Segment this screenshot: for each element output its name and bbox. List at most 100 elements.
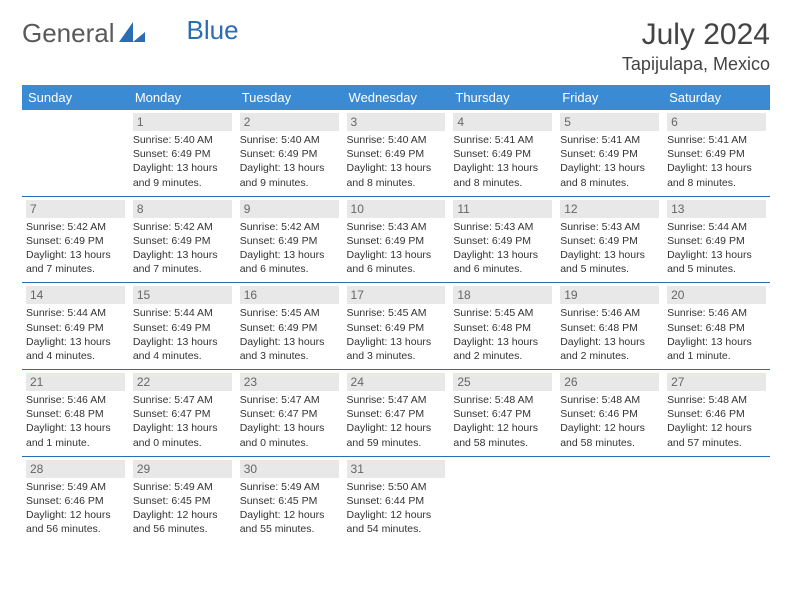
daylight-text: Daylight: 13 hours and 5 minutes. [560,248,659,276]
day-info: Sunrise: 5:46 AMSunset: 6:48 PMDaylight:… [26,393,125,450]
day-number: 21 [26,373,125,391]
calendar-cell: 23Sunrise: 5:47 AMSunset: 6:47 PMDayligh… [236,370,343,457]
calendar-cell: 30 Sunrise: 5:49 AMSunset: 6:45 PMDayligh… [236,456,343,542]
sunrise-text: Sunrise: 5:41 AM [560,133,659,147]
calendar-cell: 16Sunrise: 5:45 AMSunset: 6:49 PMDayligh… [236,283,343,370]
calendar-cell: 25Sunrise: 5:48 AMSunset: 6:47 PMDayligh… [449,370,556,457]
sunrise-text: Sunrise: 5:45 AM [240,306,339,320]
day-info: Sunrise: 5:49 AMSunset: 6:45 PMDaylight:… [133,480,232,537]
calendar-cell: 26Sunrise: 5:48 AMSunset: 6:46 PMDayligh… [556,370,663,457]
calendar-cell: 17Sunrise: 5:45 AMSunset: 6:49 PMDayligh… [343,283,450,370]
day-number: 3 [347,113,446,131]
day-info: Sunrise: 5:47 AMSunset: 6:47 PMDaylight:… [133,393,232,450]
sunrise-text: Sunrise: 5:44 AM [667,220,766,234]
daylight-text: Daylight: 13 hours and 7 minutes. [26,248,125,276]
daylight-text: Daylight: 12 hours and 58 minutes. [453,421,552,449]
day-number: 30 [240,460,339,478]
calendar-cell: 8Sunrise: 5:42 AMSunset: 6:49 PMDaylight… [129,196,236,283]
sunrise-text: Sunrise: 5:49 AM [133,480,232,494]
day-number: 28 [26,460,125,478]
sunset-text: Sunset: 6:49 PM [240,147,339,161]
sunset-text: Sunset: 6:45 PM [240,494,339,508]
sunrise-text: Sunrise: 5:40 AM [347,133,446,147]
day-info: Sunrise: 5:41 AMSunset: 6:49 PMDaylight:… [667,133,766,190]
daylight-text: Daylight: 12 hours and 54 minutes. [347,508,446,536]
day-number: 27 [667,373,766,391]
day-info: Sunrise: 5:48 AMSunset: 6:46 PMDaylight:… [667,393,766,450]
sunset-text: Sunset: 6:47 PM [453,407,552,421]
sunrise-text: Sunrise: 5:40 AM [240,133,339,147]
sunrise-text: Sunrise: 5:48 AM [667,393,766,407]
calendar-cell: 21 Sunrise: 5:46 AMSunset: 6:48 PMDayligh… [22,370,129,457]
calendar-cell: 12Sunrise: 5:43 AMSunset: 6:49 PMDayligh… [556,196,663,283]
calendar-cell: 7 Sunrise: 5:42 AMSunset: 6:49 PMDaylight… [22,196,129,283]
daylight-text: Daylight: 12 hours and 56 minutes. [133,508,232,536]
sunset-text: Sunset: 6:49 PM [347,234,446,248]
day-number: 9 [240,200,339,218]
day-number: 10 [347,200,446,218]
daylight-text: Daylight: 13 hours and 0 minutes. [240,421,339,449]
daylight-text: Daylight: 13 hours and 8 minutes. [347,161,446,189]
calendar-cell: 1Sunrise: 5:40 AMSunset: 6:49 PMDaylight… [129,110,236,196]
calendar-cell: 20Sunrise: 5:46 AMSunset: 6:48 PMDayligh… [663,283,770,370]
daylight-text: Daylight: 13 hours and 3 minutes. [240,335,339,363]
daylight-text: Daylight: 12 hours and 55 minutes. [240,508,339,536]
sunset-text: Sunset: 6:49 PM [240,321,339,335]
sunset-text: Sunset: 6:48 PM [560,321,659,335]
title-block: July 2024 Tapijulapa, Mexico [622,18,770,75]
sunrise-text: Sunrise: 5:41 AM [453,133,552,147]
sunset-text: Sunset: 6:46 PM [667,407,766,421]
sunrise-text: Sunrise: 5:47 AM [133,393,232,407]
daylight-text: Daylight: 13 hours and 6 minutes. [453,248,552,276]
sunset-text: Sunset: 6:49 PM [453,234,552,248]
daylight-text: Daylight: 13 hours and 6 minutes. [347,248,446,276]
sunrise-text: Sunrise: 5:43 AM [560,220,659,234]
calendar-cell: 2Sunrise: 5:40 AMSunset: 6:49 PMDaylight… [236,110,343,196]
weekday-header: Friday [556,85,663,110]
day-number: 19 [560,286,659,304]
daylight-text: Daylight: 13 hours and 3 minutes. [347,335,446,363]
calendar-cell: 29 Sunrise: 5:49 AMSunset: 6:45 PMDayligh… [129,456,236,542]
day-info: Sunrise: 5:42 AMSunset: 6:49 PMDaylight:… [133,220,232,277]
day-number: 7 [26,200,125,218]
calendar-cell: 31Sunrise: 5:50 AMSunset: 6:44 PMDayligh… [343,456,450,542]
sunset-text: Sunset: 6:45 PM [133,494,232,508]
daylight-text: Daylight: 12 hours and 56 minutes. [26,508,125,536]
day-info: Sunrise: 5:45 AMSunset: 6:48 PMDaylight:… [453,306,552,363]
sunrise-text: Sunrise: 5:43 AM [453,220,552,234]
day-info: Sunrise: 5:46 AMSunset: 6:48 PMDaylight:… [560,306,659,363]
daylight-text: Daylight: 13 hours and 1 minute. [667,335,766,363]
day-number: 1 [133,113,232,131]
calendar-week-row: 28Sunrise: 5:49 AMSunset: 6:46 PMDayligh… [22,456,770,542]
calendar-cell: 22 Sunrise: 5:47 AMSunset: 6:47 PMDayligh… [129,370,236,457]
calendar-cell: 13Sunrise: 5:44 AMSunset: 6:49 PMDayligh… [663,196,770,283]
day-number: 29 [133,460,232,478]
sunset-text: Sunset: 6:49 PM [560,147,659,161]
day-info: Sunrise: 5:48 AMSunset: 6:46 PMDaylight:… [560,393,659,450]
sunset-text: Sunset: 6:47 PM [347,407,446,421]
day-info: Sunrise: 5:43 AMSunset: 6:49 PMDaylight:… [347,220,446,277]
sunset-text: Sunset: 6:49 PM [667,147,766,161]
day-info: Sunrise: 5:42 AMSunset: 6:49 PMDaylight:… [26,220,125,277]
daylight-text: Daylight: 13 hours and 8 minutes. [453,161,552,189]
day-info: Sunrise: 5:44 AMSunset: 6:49 PMDaylight:… [26,306,125,363]
sunrise-text: Sunrise: 5:46 AM [560,306,659,320]
day-info: Sunrise: 5:49 AMSunset: 6:45 PMDaylight:… [240,480,339,537]
calendar-cell: 14Sunrise: 5:44 AMSunset: 6:49 PMDayligh… [22,283,129,370]
day-number: 22 [133,373,232,391]
calendar-cell: 27 Sunrise: 5:48 AMSunset: 6:46 PMDayligh… [663,370,770,457]
weekday-header: Thursday [449,85,556,110]
day-info: Sunrise: 5:43 AMSunset: 6:49 PMDaylight:… [453,220,552,277]
day-number: 23 [240,373,339,391]
sunrise-text: Sunrise: 5:47 AM [347,393,446,407]
day-info: Sunrise: 5:44 AMSunset: 6:49 PMDaylight:… [133,306,232,363]
calendar-cell: 9Sunrise: 5:42 AMSunset: 6:49 PMDaylight… [236,196,343,283]
logo-text-2: Blue [187,15,239,46]
sunrise-text: Sunrise: 5:49 AM [26,480,125,494]
daylight-text: Daylight: 13 hours and 9 minutes. [133,161,232,189]
day-info: Sunrise: 5:50 AMSunset: 6:44 PMDaylight:… [347,480,446,537]
weekday-header: Monday [129,85,236,110]
calendar-week-row: 21 Sunrise: 5:46 AMSunset: 6:48 PMDayligh… [22,370,770,457]
day-info: Sunrise: 5:44 AMSunset: 6:49 PMDaylight:… [667,220,766,277]
sunset-text: Sunset: 6:47 PM [133,407,232,421]
